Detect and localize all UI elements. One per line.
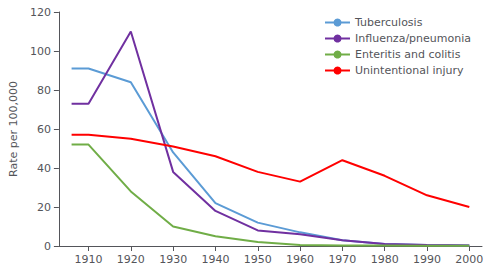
svg-text:Rate per 100,000: Rate per 100,000: [7, 81, 20, 177]
svg-text:60: 60: [37, 123, 51, 136]
svg-text:40: 40: [37, 162, 51, 175]
svg-text:2000: 2000: [455, 253, 483, 266]
svg-text:100: 100: [30, 45, 51, 58]
svg-text:1930: 1930: [159, 253, 187, 266]
svg-text:120: 120: [30, 6, 51, 19]
svg-text:1920: 1920: [117, 253, 145, 266]
svg-text:0: 0: [44, 240, 51, 253]
svg-text:Tuberculosis: Tuberculosis: [354, 16, 423, 29]
svg-text:1960: 1960: [286, 253, 314, 266]
svg-text:1980: 1980: [371, 253, 399, 266]
svg-text:Influenza/pneumonia: Influenza/pneumonia: [355, 32, 471, 45]
svg-text:1940: 1940: [201, 253, 229, 266]
svg-text:1910: 1910: [75, 253, 103, 266]
svg-text:1990: 1990: [413, 253, 441, 266]
svg-text:80: 80: [37, 84, 51, 97]
svg-text:1970: 1970: [328, 253, 356, 266]
svg-text:Enteritis and colitis: Enteritis and colitis: [355, 48, 461, 61]
svg-text:20: 20: [37, 201, 51, 214]
svg-text:Unintentional injury: Unintentional injury: [355, 64, 464, 77]
svg-text:1950: 1950: [244, 253, 272, 266]
